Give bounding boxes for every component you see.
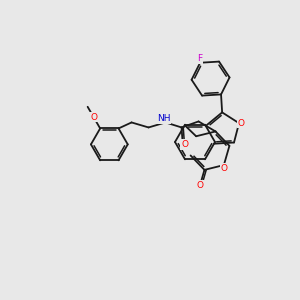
Text: O: O <box>90 113 97 122</box>
Text: O: O <box>181 140 188 149</box>
Text: O: O <box>196 181 203 190</box>
Text: F: F <box>197 54 202 63</box>
Text: O: O <box>220 164 227 172</box>
Text: O: O <box>238 119 244 128</box>
Text: NH: NH <box>157 114 170 123</box>
